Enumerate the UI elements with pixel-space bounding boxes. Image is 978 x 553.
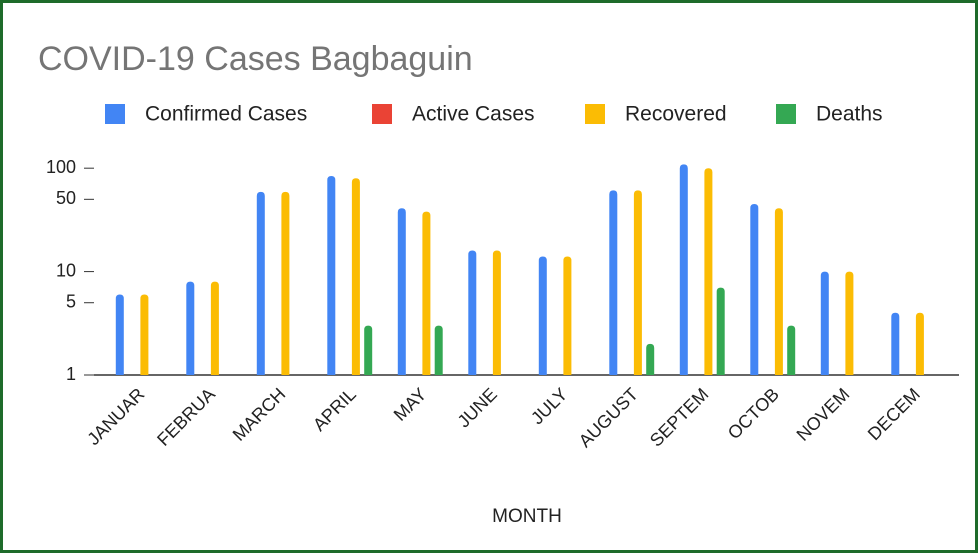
y-tick-label: 5 bbox=[66, 291, 76, 311]
x-axis-label: MONTH bbox=[492, 506, 562, 527]
bar bbox=[468, 250, 477, 375]
bar bbox=[915, 312, 924, 375]
bar bbox=[434, 325, 443, 375]
bar bbox=[750, 204, 759, 375]
bar bbox=[115, 294, 124, 375]
legend-swatch bbox=[372, 104, 392, 124]
bar bbox=[281, 191, 290, 375]
legend-swatch bbox=[776, 104, 796, 124]
y-tick-label: 10 bbox=[56, 260, 76, 280]
bar bbox=[679, 164, 688, 375]
bar bbox=[492, 250, 501, 375]
bar bbox=[256, 191, 265, 375]
bar bbox=[563, 256, 572, 375]
bar bbox=[787, 325, 796, 375]
bar bbox=[364, 325, 373, 375]
bar bbox=[845, 271, 854, 375]
legend-swatch bbox=[105, 104, 125, 124]
bar bbox=[704, 168, 713, 375]
bar bbox=[140, 294, 149, 375]
legend-label: Recovered bbox=[625, 103, 727, 126]
y-tick-label: 100 bbox=[46, 157, 76, 177]
bar bbox=[820, 271, 829, 375]
y-tick-label: 1 bbox=[66, 364, 76, 384]
bar bbox=[351, 178, 360, 375]
legend-label: Deaths bbox=[816, 103, 883, 126]
bar bbox=[609, 190, 618, 375]
chart-title: COVID-19 Cases Bagbaguin bbox=[38, 40, 473, 78]
bar bbox=[210, 281, 219, 375]
legend-swatch bbox=[585, 104, 605, 124]
bar bbox=[633, 190, 642, 375]
legend-label: Confirmed Cases bbox=[145, 103, 307, 126]
bar bbox=[891, 312, 900, 375]
bar bbox=[538, 256, 547, 375]
y-tick-label: 50 bbox=[56, 188, 76, 208]
legend-label: Active Cases bbox=[412, 103, 535, 126]
bar bbox=[774, 208, 783, 375]
bar bbox=[397, 208, 406, 375]
bar bbox=[186, 281, 195, 375]
bar bbox=[646, 343, 655, 375]
bar bbox=[422, 211, 431, 375]
bar bbox=[327, 176, 336, 375]
bar bbox=[716, 287, 725, 375]
